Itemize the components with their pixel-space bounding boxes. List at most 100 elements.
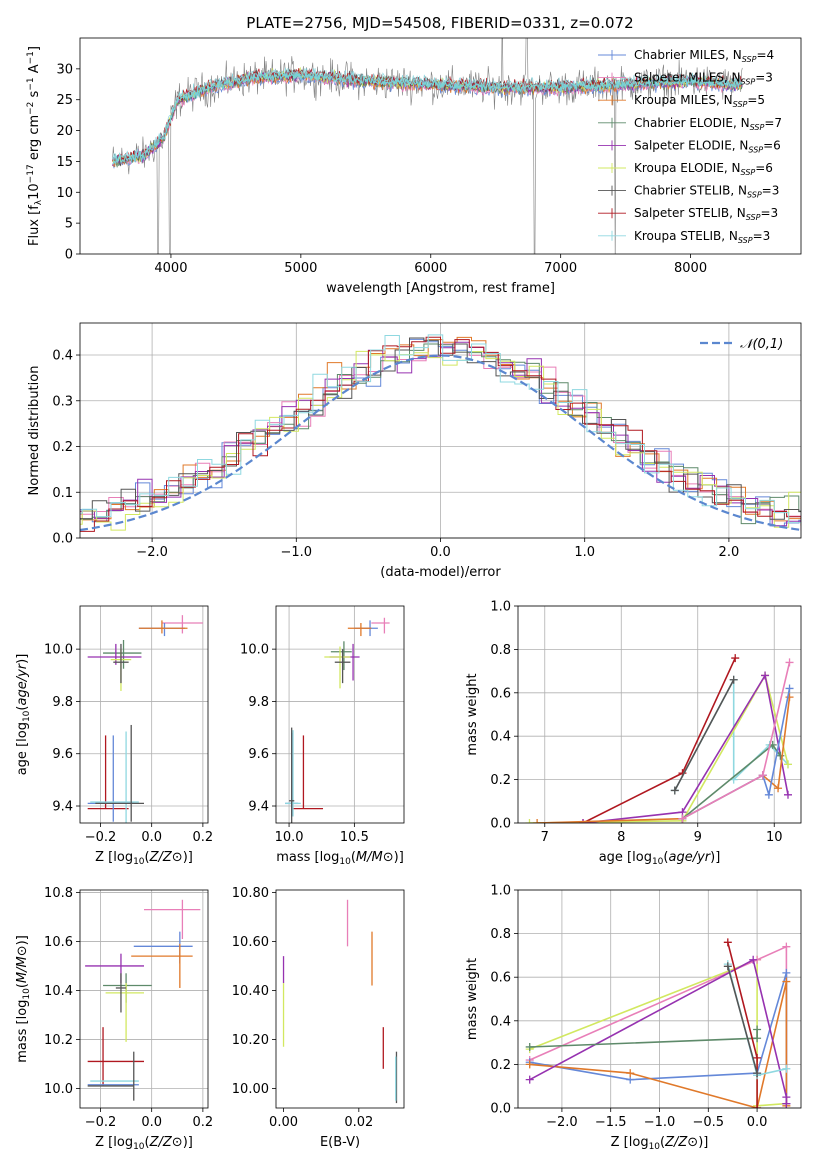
x-tick-label: 0.0 <box>141 1115 162 1130</box>
y-tick-label: 10.8 <box>44 886 73 901</box>
label-part: =6 <box>755 161 773 175</box>
label-part: =4 <box>756 48 774 62</box>
y-tick-label: 1.0 <box>490 600 511 615</box>
y-tick-label: 9.4 <box>248 800 269 815</box>
label-part: SSP <box>748 145 763 154</box>
label-part: Kroupa ELODIE, N <box>634 161 741 175</box>
label-part: Chabrier ELODIE, N <box>634 116 750 130</box>
massweight_vs_Z-frame <box>517 889 802 1109</box>
y-tick-label: 10.0 <box>44 1082 73 1097</box>
y-tick-label: 10.80 <box>232 886 269 901</box>
label-part: SSP <box>733 100 748 109</box>
x-tick-label: 5000 <box>284 261 317 276</box>
legend-entry: Salpeter ELODIE, NSSP=6 <box>634 138 781 154</box>
mass-weight-marker <box>783 790 792 799</box>
y-tick-label: 10.6 <box>44 935 73 950</box>
x-tick-label: −2.0 <box>136 545 168 560</box>
mass-weight-marker <box>678 814 687 823</box>
label-part: 10 <box>133 1142 145 1152</box>
label-part: M/M⊙ <box>15 945 30 983</box>
residuals-xlabel: (data-model)/error <box>380 565 501 580</box>
label-part: Kroupa MILES, N <box>634 93 733 107</box>
x-tick-label: 7 <box>541 830 549 845</box>
y-tick-label: 0.4 <box>52 349 73 364</box>
gaussian-reference-line <box>80 354 801 532</box>
y-tick-label: 0.2 <box>490 1058 511 1073</box>
mass-weight-line <box>727 942 758 1108</box>
legend-entry: Kroupa MILES, NSSP=5 <box>634 93 765 109</box>
legend-entry: Kroupa STELIB, NSSP=3 <box>634 229 770 245</box>
y-tick-label: 10.2 <box>44 1033 73 1048</box>
label-part: mass weight <box>465 673 480 755</box>
mass-weight-line <box>682 662 791 820</box>
mass_vs_EBV-frame <box>275 889 405 1109</box>
mass-weight-marker <box>579 819 588 823</box>
spectrum-data-line <box>112 38 743 254</box>
mass-weight-marker <box>782 968 791 977</box>
spectrum-frame <box>79 37 802 255</box>
spectrum-panel: 4000 5000 6000 7000 8000 0 5 10 15 20 25 30 waveleng… <box>26 37 802 296</box>
label-part: ( <box>145 1135 150 1150</box>
y-tick-label: 0.0 <box>490 817 511 832</box>
mass-weight-marker <box>753 1025 762 1034</box>
age_vs_mass-panel: 10.0 10.5 9.4 9.6 9.8 10.0 mass [log10(M/M⊙)] <box>240 605 405 867</box>
age_vs_mass-frame <box>275 605 405 824</box>
label-part: Z [log <box>95 1135 133 1150</box>
y-tick-label: 1.0 <box>490 884 511 899</box>
age_vs_Z-axes: −0.2 0.0 0.29.49.69.810.0Z [log10(Z/Z⊙)]ag… <box>15 605 213 867</box>
y-tick-label: 10.0 <box>44 643 73 658</box>
label-part: 10 <box>652 857 664 867</box>
x-tick-label: 0.2 <box>193 1115 214 1130</box>
label-part: 10 <box>339 857 351 867</box>
mass-weight-marker <box>525 1075 534 1084</box>
y-tick-label: 0 <box>65 248 73 263</box>
y-tick-label: 0.1 <box>52 486 73 501</box>
mass-weight-line <box>674 679 735 791</box>
label-part: Salpeter ELODIE, N <box>634 138 748 152</box>
y-tick-label: 9.4 <box>52 800 73 815</box>
x-tick-label: 9 <box>694 830 702 845</box>
mass_vs_EBV-panel: 0.00 0.02 10.00 10.20 10.40 10.60 10.80 E(B-V) <box>232 886 405 1150</box>
label-part: s <box>27 90 42 101</box>
label-part: (data-model)/error <box>380 565 501 580</box>
y-tick-label: 9.6 <box>52 747 73 762</box>
x-tick-label: 0.0 <box>430 545 451 560</box>
x-tick-label: 0.0 <box>141 830 162 845</box>
mass-weight-marker <box>764 790 773 799</box>
y-tick-label: 20 <box>56 124 73 139</box>
mass-weight-line <box>529 958 787 1107</box>
y-tick-label: 0.6 <box>490 686 511 701</box>
massweight_vs_Z-panel: −2.0 −1.5 −1.0 −0.5 0.0 0.0 0.2 0.4 0.6 0.8 1.0 Z [… <box>465 884 802 1152</box>
x-tick-label: 10.5 <box>340 830 369 845</box>
x-tick-label: 8 <box>617 830 625 845</box>
mass-weight-marker <box>782 977 791 986</box>
label-part: Chabrier MILES, N <box>634 48 742 62</box>
legend-entry: Chabrier ELODIE, NSSP=7 <box>634 116 782 132</box>
legend-entry: Chabrier MILES, NSSP=4 <box>634 48 774 64</box>
massweight_vs_Z-axes: −2.0 −1.5 −1.0 −0.5 0.0 0.0 0.2 0.4 0.6 0.8 1.0 Z [… <box>465 884 802 1152</box>
label-part: age [log <box>15 722 30 775</box>
age_vs_mass-grid <box>276 606 404 823</box>
x-tick-label: 0.00 <box>269 1115 298 1130</box>
label-part: SSP <box>741 78 756 87</box>
label-part: )] <box>183 850 193 865</box>
legend-entry: Kroupa ELODIE, NSSP=6 <box>634 161 773 177</box>
y-tick-label: 0.8 <box>490 643 511 658</box>
label-part: )] <box>15 935 30 945</box>
residuals-plot-area <box>80 334 801 532</box>
x-tick-label: 1.0 <box>574 545 595 560</box>
y-tick-label: 10.0 <box>240 643 269 658</box>
label-part: ( <box>15 983 30 988</box>
mass-weight-marker <box>525 1042 534 1051</box>
mass-weight-line <box>529 673 789 823</box>
x-tick-label: 6000 <box>414 261 447 276</box>
y-tick-label: 10.40 <box>232 984 269 999</box>
legend-entry: Chabrier STELIB, NSSP=3 <box>634 184 779 200</box>
massweight_vs_age-frame <box>517 605 802 824</box>
label-part: −2 <box>26 102 36 115</box>
age_vs_Z-plot-area <box>87 615 203 823</box>
age_vs_mass-xlabel: mass [log10(M/M⊙)] <box>276 850 404 867</box>
mass-weight-marker <box>785 684 794 693</box>
residual-histogram <box>80 337 801 520</box>
label-part: =7 <box>764 116 782 130</box>
